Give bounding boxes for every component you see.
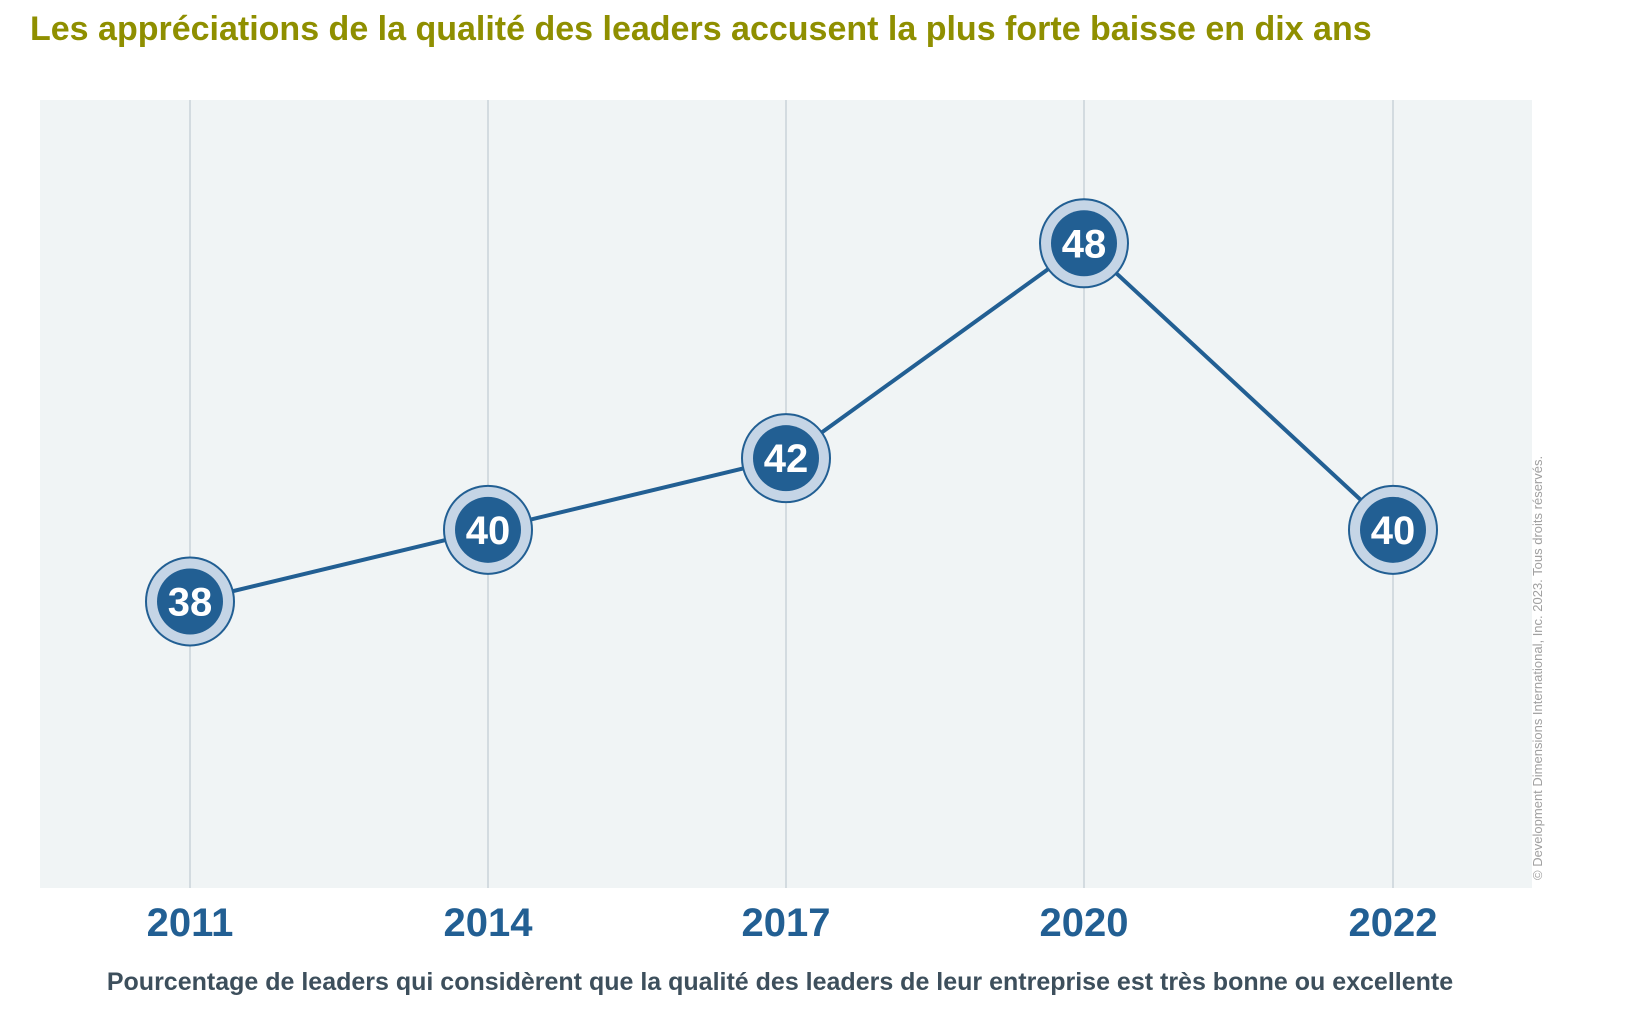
- x-axis-tick-labels: 2011 2014 2017 2020 2022: [147, 901, 1438, 945]
- data-point-2014: 40: [443, 484, 533, 575]
- data-label-2020: 48: [1062, 222, 1107, 266]
- data-point-2022: 40: [1348, 484, 1438, 575]
- data-label-2011: 38: [168, 580, 213, 624]
- data-label-2022: 40: [1371, 509, 1416, 553]
- chart-title: Les appréciations de la qualité des lead…: [30, 10, 1372, 48]
- data-label-2017: 42: [764, 437, 809, 481]
- data-point-2020: 48: [1039, 198, 1129, 289]
- marker-dot: [1360, 496, 1426, 563]
- marker-dot: [753, 425, 819, 492]
- marker-dot: [455, 496, 521, 563]
- x-tick-2017: 2017: [742, 901, 831, 945]
- data-label-2014: 40: [466, 509, 511, 553]
- data-point-2017: 42: [741, 413, 831, 504]
- data-point-2011: 38: [145, 556, 235, 647]
- x-tick-2022: 2022: [1349, 901, 1438, 945]
- line-chart: 38 40 42 48 40 2011 2014 2017 2020 2022: [40, 100, 1532, 945]
- marker-dot: [157, 568, 223, 635]
- data-markers: 38 40 42 48 40: [145, 198, 1438, 647]
- marker-dot: [1051, 210, 1117, 277]
- chart-subtitle: Pourcentage de leaders qui considèrent q…: [106, 968, 1454, 996]
- x-tick-2014: 2014: [444, 901, 534, 945]
- x-tick-2020: 2020: [1040, 901, 1129, 945]
- copyright-notice: © Development Dimensions International, …: [1530, 455, 1545, 880]
- x-tick-2011: 2011: [147, 901, 234, 945]
